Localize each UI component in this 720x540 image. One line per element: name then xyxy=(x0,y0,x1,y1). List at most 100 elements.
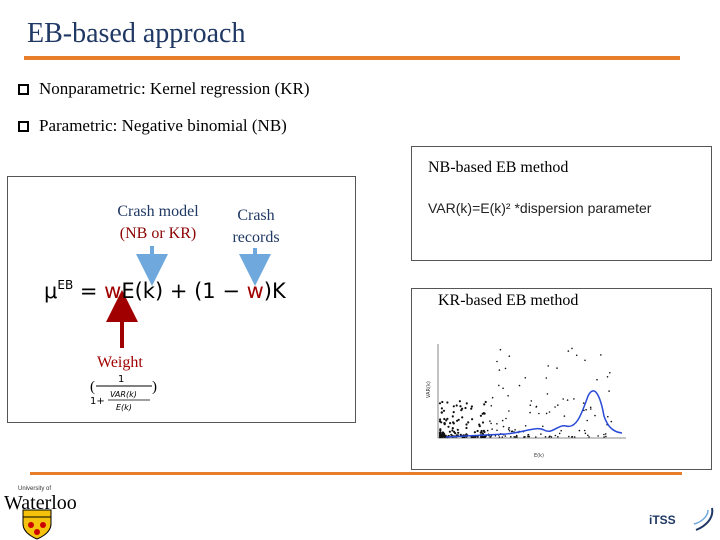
eb-formula: μEB = wE(k) + (1 − w)K xyxy=(44,278,287,303)
scatter-point xyxy=(465,426,468,430)
scatter-point xyxy=(575,354,578,357)
scatter-point xyxy=(446,417,449,420)
scatter-point xyxy=(445,419,448,422)
scatter-point xyxy=(465,423,468,426)
scatter-point xyxy=(480,435,483,439)
scatter-point xyxy=(491,396,494,399)
scatter-point xyxy=(508,410,510,412)
waterloo-logo: Waterloo xyxy=(4,492,77,514)
scatter-point xyxy=(452,405,455,408)
scatter-point xyxy=(439,435,442,439)
scatter-point xyxy=(491,428,493,430)
scatter-point xyxy=(484,435,487,438)
scatter-point xyxy=(440,435,444,438)
checkbox-bullet-icon xyxy=(18,120,29,132)
weight-label: Weight xyxy=(97,354,143,371)
scatter-point xyxy=(499,348,502,351)
scatter-point xyxy=(585,408,587,411)
scatter-point xyxy=(513,436,515,438)
scatter-point xyxy=(573,398,575,400)
kr-xlabel: E(k) xyxy=(534,453,544,459)
scatter-point xyxy=(440,407,443,410)
scatter-point xyxy=(597,435,599,437)
scatter-point xyxy=(523,436,525,438)
scatter-point xyxy=(524,377,527,379)
scatter-point xyxy=(449,422,452,425)
scatter-point xyxy=(439,431,442,434)
scatter-point xyxy=(554,406,556,408)
scatter-point xyxy=(514,429,516,431)
scatter-point xyxy=(508,355,511,357)
scatter-point xyxy=(546,393,549,395)
scatter-point xyxy=(507,395,509,397)
scatter-point xyxy=(498,369,501,371)
scatter-point xyxy=(603,433,605,436)
scatter-point xyxy=(518,384,521,387)
eb-formula-panel xyxy=(7,176,356,423)
scatter-point xyxy=(502,425,505,428)
title-underline xyxy=(24,56,680,60)
scatter-point xyxy=(529,404,532,406)
scatter-point xyxy=(457,418,460,421)
svg-text:): ) xyxy=(152,379,157,395)
slide-title: EB-based approach xyxy=(27,18,246,49)
university-crest-icon xyxy=(22,509,52,540)
scatter-point xyxy=(456,428,459,431)
scatter-point xyxy=(545,412,548,415)
scatter-point xyxy=(440,421,443,424)
scatter-point xyxy=(452,422,455,425)
scatter-point xyxy=(571,436,573,438)
scatter-point xyxy=(528,435,530,438)
checkbox-bullet-icon xyxy=(18,83,29,95)
scatter-point xyxy=(461,407,464,410)
scatter-point xyxy=(504,435,507,437)
nb-variance-formula: VAR(k)=E(k)² *dispersion parameter xyxy=(428,200,652,216)
scatter-point xyxy=(588,436,590,438)
scatter-point xyxy=(467,421,470,424)
bullet-text: Nonparametric: Kernel regression (KR) xyxy=(39,79,310,98)
scatter-point xyxy=(609,372,611,374)
scatter-point xyxy=(573,436,576,438)
scatter-point xyxy=(441,431,444,434)
scatter-point xyxy=(550,436,553,438)
scatter-point xyxy=(584,432,587,435)
weight-numerator: 1 xyxy=(118,374,124,385)
scatter-point xyxy=(558,432,561,435)
svg-text:(: ( xyxy=(90,379,95,395)
scatter-point xyxy=(443,423,446,426)
weight-frac-num: VAR(k) xyxy=(110,390,137,399)
scatter-point xyxy=(508,430,511,432)
scatter-point xyxy=(596,378,598,381)
scatter-point xyxy=(448,430,451,433)
scatter-point xyxy=(446,401,449,404)
scatter-point xyxy=(439,418,442,421)
scatter-point xyxy=(604,433,607,435)
scatter-point xyxy=(583,429,586,432)
scatter-point xyxy=(470,405,473,408)
bullet-kernel-regression: Nonparametric: Kernel regression (KR) xyxy=(18,79,309,99)
scatter-point xyxy=(483,430,486,434)
scatter-point xyxy=(494,435,497,437)
scatter-point xyxy=(548,411,551,413)
scatter-point xyxy=(465,402,468,405)
scatter-point xyxy=(535,436,537,438)
scatter-point xyxy=(489,436,491,438)
scatter-point xyxy=(484,400,487,404)
scatter-point xyxy=(527,435,529,438)
scatter-point xyxy=(451,429,454,432)
scatter-point xyxy=(535,406,537,408)
scatter-point xyxy=(584,359,586,362)
scatter-point xyxy=(440,411,443,414)
scatter-point xyxy=(549,435,551,437)
scatter-point xyxy=(582,402,585,404)
scatter-point xyxy=(476,429,479,433)
scatter-point xyxy=(589,406,592,409)
scatter-point xyxy=(439,429,442,432)
scatter-point xyxy=(594,414,596,417)
nb-method-panel xyxy=(411,146,712,261)
scatter-point xyxy=(568,435,570,438)
scatter-point xyxy=(566,399,569,401)
nb-method-title: NB-based EB method xyxy=(428,159,569,176)
scatter-point xyxy=(455,404,458,407)
